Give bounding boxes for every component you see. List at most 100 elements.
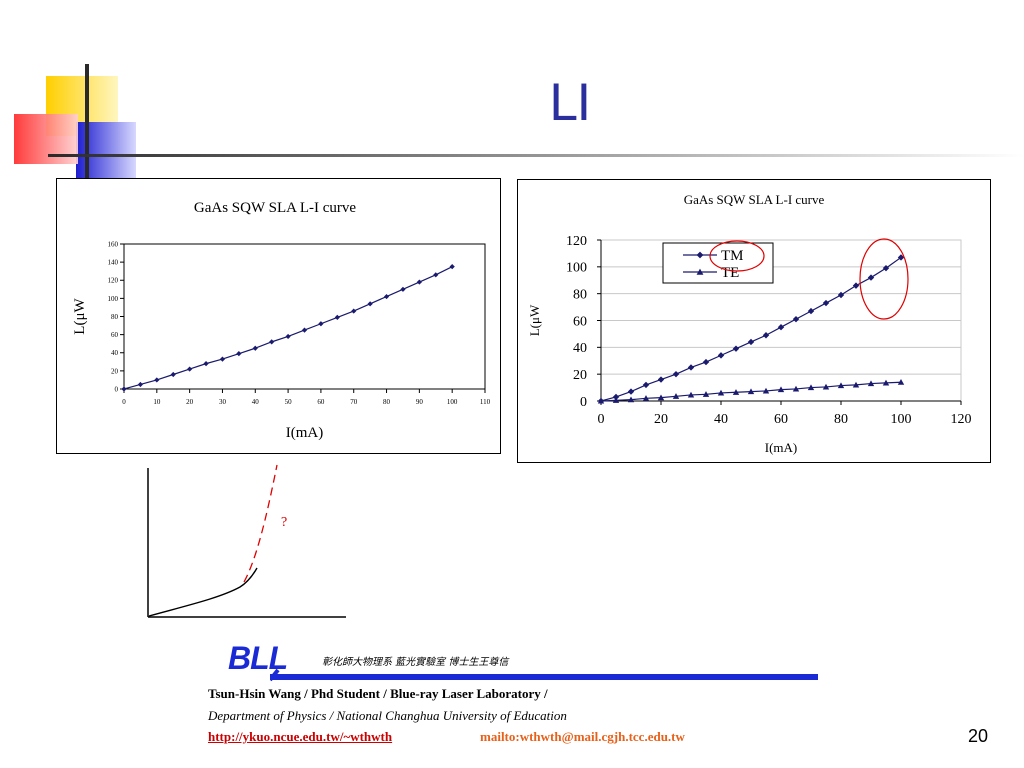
x-tick-label: 50 xyxy=(285,398,293,406)
homepage-link[interactable]: http://ykuo.ncue.edu.tw/~wthwth xyxy=(208,729,393,744)
data-point xyxy=(882,264,890,272)
data-point xyxy=(762,332,770,339)
data-point xyxy=(672,393,680,399)
data-point xyxy=(717,352,725,359)
data-point xyxy=(807,384,815,391)
y-tick-label: 40 xyxy=(111,349,119,357)
sketch-chart: ? xyxy=(147,464,346,618)
data-point xyxy=(351,308,357,314)
data-point xyxy=(416,279,422,285)
y-axis-label: L(μW xyxy=(527,304,542,336)
data-point xyxy=(672,370,680,378)
data-point xyxy=(121,386,127,392)
data-point xyxy=(702,358,710,366)
data-point xyxy=(747,338,755,346)
chart-left: GaAs SQW SLA L-I curve 0 10 20 30 40 50 60 70 80 9… xyxy=(72,200,491,441)
data-point xyxy=(170,371,176,378)
x-tick-label: 30 xyxy=(219,398,227,406)
data-point xyxy=(822,299,830,307)
x-axis-label: I(mA) xyxy=(286,425,324,441)
x-tick-label: 100 xyxy=(447,398,458,406)
legend-label-te: TE xyxy=(721,265,739,281)
data-point xyxy=(433,272,439,278)
data-point xyxy=(852,282,860,289)
y-tick-label: 120 xyxy=(566,234,587,249)
vertical-rule xyxy=(85,64,89,180)
horizontal-rule xyxy=(48,154,1024,157)
y-tick-label: 120 xyxy=(108,277,119,285)
data-point xyxy=(717,389,725,396)
data-point xyxy=(837,291,845,299)
data-point xyxy=(732,345,740,352)
x-tick-label: 120 xyxy=(951,412,972,427)
data-point xyxy=(867,274,875,281)
data-point xyxy=(367,301,373,307)
data-point xyxy=(837,382,845,389)
slide-title: LI xyxy=(548,74,592,132)
y-tick-label: 100 xyxy=(566,261,587,276)
lab-name-chinese: 彰化師大物理系 藍光實驗室 博士生王尊信 xyxy=(322,657,509,668)
x-tick-label: 60 xyxy=(774,412,788,427)
x-tick-label: 0 xyxy=(598,412,605,427)
data-point xyxy=(154,377,160,383)
y-tick-label: 40 xyxy=(573,341,587,356)
y-tick-label: 100 xyxy=(108,295,119,303)
data-point xyxy=(747,388,755,395)
y-axis-label: L(μW xyxy=(72,297,88,334)
data-point xyxy=(642,381,650,389)
data-point xyxy=(449,264,455,270)
legend-box xyxy=(662,242,774,284)
data-point xyxy=(882,379,890,386)
data-point xyxy=(657,394,665,401)
data-point xyxy=(702,391,710,397)
logo-underline xyxy=(270,668,818,682)
data-point xyxy=(269,339,275,345)
x-tick-label: 90 xyxy=(416,398,424,406)
data-point xyxy=(822,383,830,390)
series-line xyxy=(123,266,453,390)
data-point xyxy=(687,391,695,398)
data-point xyxy=(657,376,665,383)
chart-right: GaAs SQW SLA L-I curve 0 20 40 60 80 100 120 0 20… xyxy=(527,192,972,455)
y-tick-label: 160 xyxy=(108,240,119,248)
y-tick-label: 140 xyxy=(108,259,119,267)
y-tick-label: 60 xyxy=(573,314,587,329)
chart-title: GaAs SQW SLA L-I curve xyxy=(194,200,357,216)
legend-marker xyxy=(696,268,704,275)
data-point xyxy=(285,333,291,340)
corner-decoration xyxy=(14,64,1024,180)
data-point xyxy=(612,397,620,403)
x-tick-label: 80 xyxy=(834,412,848,427)
data-point xyxy=(383,293,390,300)
email-link[interactable]: mailto:wthwth@mail.cgjh.tcc.edu.tw xyxy=(480,729,685,744)
data-point xyxy=(137,381,144,388)
data-point xyxy=(203,361,209,367)
data-point xyxy=(897,379,905,385)
y-tick-label: 0 xyxy=(580,395,587,410)
data-point xyxy=(792,315,800,323)
data-point xyxy=(318,321,324,327)
data-point xyxy=(897,254,905,261)
data-point xyxy=(762,387,770,394)
sketch-dashed-curve xyxy=(243,464,278,583)
x-tick-label: 0 xyxy=(122,398,126,406)
data-point xyxy=(252,345,258,351)
x-tick-label: 40 xyxy=(252,398,259,406)
x-tick-label: 10 xyxy=(153,398,161,406)
legend-marker xyxy=(696,251,704,259)
data-point xyxy=(807,307,815,315)
chart-left-frame: GaAs SQW SLA L-I curve 0 10 20 30 40 50 60 70 80 9… xyxy=(56,178,501,454)
data-point xyxy=(732,389,740,395)
plot-border xyxy=(123,243,486,390)
data-point xyxy=(627,396,635,403)
bll-logo: BLL xyxy=(228,640,288,676)
y-tick-label: 80 xyxy=(111,313,119,321)
sketch-solid-curve xyxy=(148,567,258,617)
data-point xyxy=(777,324,785,331)
y-tick-label: 80 xyxy=(573,288,587,303)
chart-right-frame: GaAs SQW SLA L-I curve 0 20 40 60 80 100 120 0 20… xyxy=(517,179,991,463)
data-point xyxy=(219,356,226,362)
data-point xyxy=(334,314,340,321)
data-point xyxy=(792,385,800,392)
x-tick-label: 110 xyxy=(480,398,491,406)
